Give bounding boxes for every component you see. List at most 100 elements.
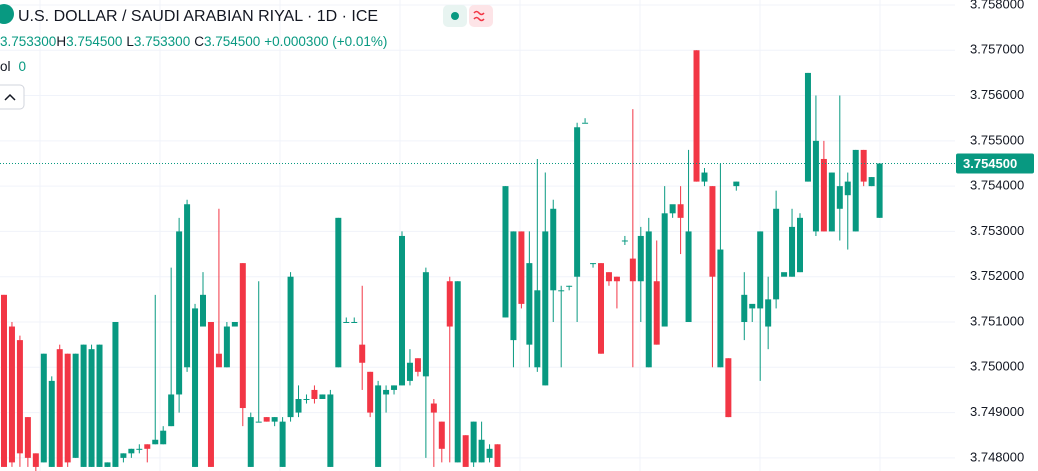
candle-body <box>470 421 477 463</box>
candle-body <box>406 362 413 381</box>
candle-body <box>40 353 47 463</box>
candle-body <box>112 322 119 467</box>
candle-body <box>860 149 867 182</box>
candle-body <box>781 272 788 277</box>
symbol-icon <box>0 4 14 24</box>
candle-body <box>24 417 31 458</box>
candle-body <box>359 344 366 363</box>
candle-body <box>136 448 143 450</box>
candle-body <box>215 353 222 368</box>
candle-body <box>438 421 445 449</box>
volume-key: ol <box>0 59 11 74</box>
candle-body <box>343 322 350 324</box>
candle-body <box>797 217 803 273</box>
candle-body <box>1 294 7 467</box>
candle-body <box>184 204 191 368</box>
ohlc-legend: 3.753300H3.754500 L3.753300 C3.754500 +0.00… <box>0 34 387 49</box>
candle-body <box>836 186 843 209</box>
candle-body <box>741 294 748 323</box>
candle-body <box>446 281 453 327</box>
y-tick-label: 3.754000 <box>970 178 1024 193</box>
candle-body <box>247 417 254 467</box>
data-delay-badge[interactable] <box>469 5 493 27</box>
candle-body <box>462 435 469 467</box>
change-value: +0.000300 (+0.01%) <box>264 34 387 49</box>
candle-body <box>613 276 620 282</box>
grid <box>0 0 955 471</box>
candle-body <box>574 127 581 277</box>
candle-body <box>200 294 206 327</box>
candle-body <box>391 385 398 390</box>
candle-body <box>327 394 334 467</box>
candle-body <box>295 398 302 413</box>
candle-body <box>605 272 612 282</box>
y-tick-label: 3.756000 <box>970 87 1024 102</box>
y-tick-label: 3.753000 <box>970 223 1024 238</box>
candle-body <box>88 349 95 467</box>
candle-body <box>820 158 827 232</box>
candle-body <box>104 462 111 467</box>
last-price-label: 3.754500 <box>963 156 1017 171</box>
candle-body <box>351 322 358 324</box>
y-tick-label: 3.757000 <box>970 42 1024 57</box>
candle-body <box>526 263 533 345</box>
candle-body <box>653 281 660 345</box>
candle-body <box>693 50 700 182</box>
candle-body <box>717 249 724 368</box>
candle-body <box>757 231 764 309</box>
y-tick-label: 3.755000 <box>970 132 1024 147</box>
candle-body <box>661 213 668 327</box>
candle-body <box>311 389 318 399</box>
candle-body <box>645 231 652 368</box>
candle-body <box>56 349 63 467</box>
candle-body <box>669 204 676 214</box>
candle-body <box>72 353 79 458</box>
y-tick-label: 3.758000 <box>970 0 1024 11</box>
candle-body <box>725 358 732 418</box>
candle-body <box>478 439 485 463</box>
candle-body <box>629 258 636 282</box>
candle-body <box>176 231 183 395</box>
candle-body <box>502 186 509 318</box>
candle-body <box>120 453 127 458</box>
candle-body <box>542 231 549 386</box>
candle-body <box>223 326 230 368</box>
open-value: 3.753300 <box>0 34 56 49</box>
candle-body <box>430 403 437 413</box>
delay-icon <box>473 10 485 22</box>
candle-body <box>255 421 262 423</box>
close-value: 3.754500 <box>204 34 260 49</box>
candle-body <box>494 444 501 467</box>
candle-body <box>685 231 692 323</box>
high-key: H <box>56 34 66 49</box>
candle-body <box>828 172 835 232</box>
chart-title: U.S. DOLLAR / SAUDI ARABIAN RIYAL · 1D ·… <box>18 8 378 25</box>
candle-body <box>876 163 883 218</box>
candle-body <box>454 281 461 463</box>
candles <box>0 50 955 471</box>
candle-body <box>367 371 374 413</box>
candle-body <box>303 398 310 400</box>
candle-body <box>590 263 597 265</box>
candle-body <box>192 308 199 467</box>
price-axis: 3.758000 3.757000 3.756000 3.755000 3.754000… <box>956 0 1034 464</box>
candle-body <box>486 448 493 458</box>
candle-body <box>733 181 740 187</box>
candle-body <box>287 276 294 418</box>
candle-body <box>773 208 780 300</box>
market-open-dot <box>451 12 459 20</box>
high-value: 3.754500 <box>66 34 122 49</box>
candle-body <box>96 344 103 467</box>
candle-body <box>518 231 525 304</box>
candle-body <box>637 235 644 282</box>
y-tick-label: 3.749000 <box>970 404 1024 419</box>
candle-body <box>271 417 278 422</box>
y-tick-label: 3.750000 <box>970 359 1024 374</box>
candle-body <box>765 299 772 327</box>
candle-body <box>279 421 286 467</box>
candle-body <box>558 290 565 292</box>
candle-body <box>701 172 708 182</box>
candle-body <box>510 231 517 341</box>
candle-body <box>8 326 15 463</box>
